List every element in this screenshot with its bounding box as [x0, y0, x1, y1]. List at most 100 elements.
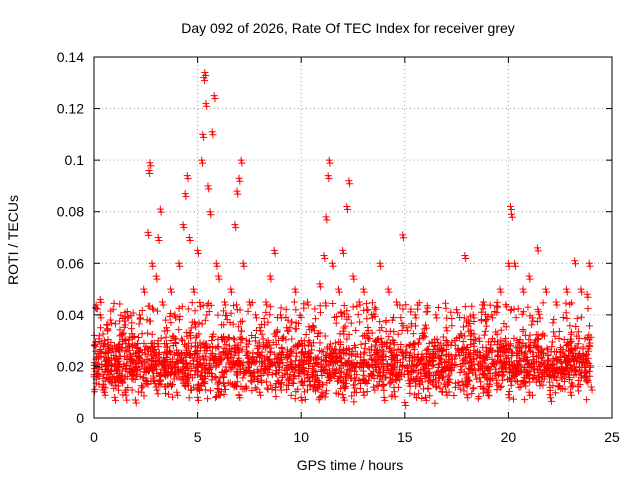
data-point	[214, 343, 222, 351]
data-point	[488, 360, 496, 368]
data-point	[491, 370, 499, 378]
data-point	[167, 319, 175, 327]
data-point	[242, 369, 250, 377]
data-point	[115, 346, 123, 354]
data-point	[175, 326, 183, 334]
data-point	[338, 312, 346, 320]
data-point	[229, 320, 237, 328]
data-point	[112, 378, 120, 386]
data-point	[93, 371, 101, 379]
data-point	[493, 379, 501, 387]
data-point	[458, 377, 466, 385]
data-point	[431, 399, 439, 407]
data-point	[101, 391, 109, 399]
data-point	[457, 348, 465, 356]
data-point	[214, 272, 222, 280]
data-point	[284, 381, 292, 389]
data-point	[275, 378, 283, 386]
data-point	[547, 394, 555, 402]
data-point	[524, 356, 532, 364]
data-point	[484, 391, 492, 399]
data-point	[400, 234, 408, 242]
data-point	[575, 328, 583, 336]
data-point	[160, 354, 168, 362]
data-point	[193, 332, 201, 340]
data-point	[322, 213, 330, 221]
data-point	[111, 320, 119, 328]
data-point	[423, 356, 431, 364]
data-point	[581, 355, 589, 363]
data-point	[580, 374, 588, 382]
data-point	[573, 332, 581, 340]
data-point	[368, 356, 376, 364]
data-point	[210, 92, 218, 100]
data-point	[453, 309, 461, 317]
data-point	[533, 343, 541, 351]
data-point	[179, 221, 187, 229]
data-point	[366, 352, 374, 360]
data-point	[161, 340, 169, 348]
data-point	[497, 339, 505, 347]
data-point	[272, 393, 280, 401]
data-point	[431, 350, 439, 358]
data-point	[264, 356, 272, 364]
data-point	[504, 259, 512, 267]
data-point	[493, 386, 501, 394]
data-point	[530, 353, 538, 361]
data-point	[488, 311, 496, 319]
data-point	[466, 365, 474, 373]
data-point	[227, 309, 235, 317]
data-point	[191, 307, 199, 315]
data-point	[492, 328, 500, 336]
data-point	[332, 339, 340, 347]
data-point	[158, 359, 166, 367]
data-point	[359, 332, 367, 340]
data-point	[403, 324, 411, 332]
data-point	[461, 252, 469, 260]
data-point	[340, 324, 348, 332]
data-point	[220, 333, 228, 341]
data-point	[501, 337, 509, 345]
data-point	[493, 302, 501, 310]
data-point	[167, 337, 175, 345]
data-point	[560, 335, 568, 343]
data-point	[540, 360, 548, 368]
data-point	[575, 351, 583, 359]
data-point	[129, 357, 137, 365]
data-point	[368, 362, 376, 370]
data-point	[469, 311, 477, 319]
data-point	[460, 387, 468, 395]
data-point	[342, 379, 350, 387]
data-point	[542, 285, 550, 293]
data-point	[276, 311, 284, 319]
data-point	[401, 399, 409, 407]
data-point	[422, 396, 430, 404]
data-point	[385, 333, 393, 341]
data-point	[352, 388, 360, 396]
data-point	[155, 353, 163, 361]
data-point	[385, 288, 393, 296]
data-point	[316, 329, 324, 337]
data-point	[128, 319, 136, 327]
data-point	[248, 331, 256, 339]
data-point	[394, 330, 402, 338]
data-point	[97, 346, 105, 354]
data-point	[334, 285, 342, 293]
data-point	[138, 348, 146, 356]
data-point	[462, 255, 470, 263]
data-point	[387, 361, 395, 369]
data-point	[162, 333, 170, 341]
data-point	[355, 298, 363, 306]
data-point	[535, 358, 543, 366]
data-point	[111, 393, 119, 401]
data-point	[585, 360, 593, 368]
data-point	[363, 361, 371, 369]
data-point	[550, 348, 558, 356]
data-point	[296, 366, 304, 374]
data-point	[487, 341, 495, 349]
data-point	[196, 386, 204, 394]
data-point	[360, 288, 368, 296]
data-point	[106, 367, 114, 375]
data-point	[324, 373, 332, 381]
data-point	[464, 394, 472, 402]
